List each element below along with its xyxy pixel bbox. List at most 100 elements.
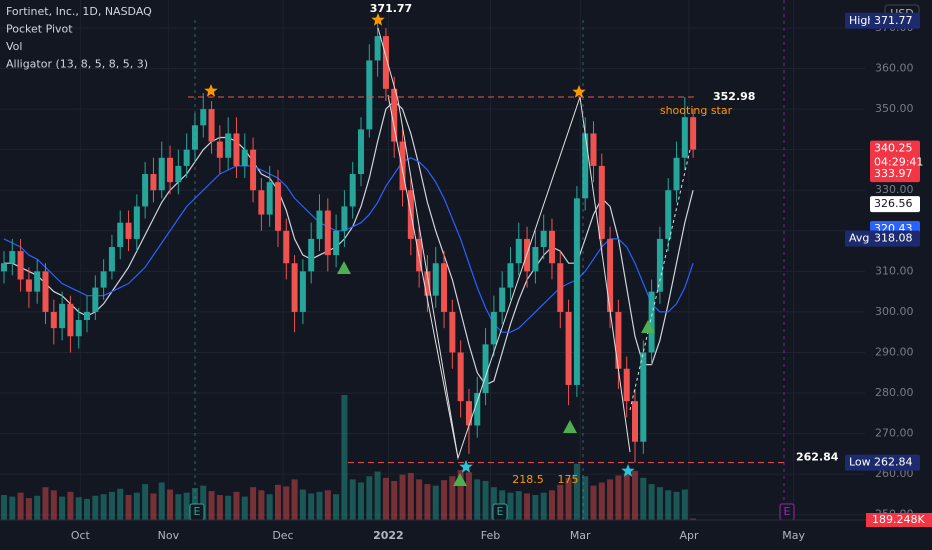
zigzag-pattern — [377, 27, 459, 459]
volume-bar — [341, 395, 348, 520]
volume-bar — [283, 486, 290, 520]
annotation: shooting star — [660, 104, 733, 117]
price-label-box — [870, 454, 920, 471]
volume-bar — [399, 474, 406, 520]
legend-line: Vol — [6, 40, 22, 53]
candles — [0, 20, 697, 463]
candle-body — [540, 230, 547, 248]
candle-body — [623, 368, 630, 402]
volume-bar — [416, 479, 423, 520]
volume-bar — [0, 495, 7, 520]
candle-body — [274, 182, 281, 231]
candle-body — [424, 271, 431, 296]
candle-body — [299, 271, 306, 312]
volume-bar — [656, 487, 663, 520]
volume-bar — [34, 495, 41, 520]
volume-bar — [125, 495, 132, 520]
volume-bar — [241, 496, 248, 520]
y-tick-label: 300.00 — [875, 305, 914, 318]
volume-bar — [532, 495, 539, 520]
candle-body — [432, 263, 439, 296]
volume-bar — [9, 496, 16, 520]
legend: Fortinet, Inc., 1D, NASDAQ Pocket Pivot Vo… — [6, 5, 152, 71]
volume-bar — [349, 479, 356, 520]
volume-bar — [266, 494, 273, 520]
volume-bar — [524, 493, 531, 520]
price-label-box — [870, 140, 920, 171]
volume-bar — [183, 492, 190, 520]
candle-body — [507, 263, 514, 288]
candle-body — [374, 36, 381, 61]
legend-line: Alligator (13, 8, 5, 8, 5, 3) — [6, 58, 148, 71]
annotation: 175 — [558, 473, 579, 486]
candle-body — [607, 238, 614, 312]
candle-body — [266, 182, 273, 215]
candle-body — [167, 157, 174, 183]
candle-body — [9, 251, 16, 264]
candle-body — [17, 251, 24, 280]
volume-bar — [25, 498, 32, 520]
candle-body — [200, 109, 207, 126]
candle-body — [548, 230, 555, 264]
pattern-drawings: 352.98 262.84 371.77 shooting star 218.5 175 E… — [188, 0, 839, 521]
volume-bar — [133, 492, 140, 520]
price-label: 371.77 — [874, 14, 913, 27]
candle-body — [25, 279, 32, 292]
price-label-box — [870, 196, 920, 213]
volume-bar — [673, 491, 680, 520]
candle-body — [108, 247, 115, 272]
volume-bar — [582, 476, 589, 520]
volume-bar — [333, 494, 340, 520]
volume-bar — [607, 479, 614, 520]
candle-body — [142, 174, 149, 207]
volume-label-box — [866, 513, 932, 527]
candle-body — [382, 36, 389, 89]
volume-bar — [75, 497, 82, 520]
candle-body — [84, 311, 91, 321]
volume-bar — [490, 487, 497, 520]
y-tick-label: 290.00 — [875, 345, 914, 358]
candle-body — [499, 287, 506, 312]
triangle-marker — [563, 420, 577, 433]
volume-bar — [84, 498, 91, 520]
x-tick-label: Dec — [272, 529, 293, 542]
candle-body — [681, 117, 688, 158]
y-tick-label: 280.00 — [875, 386, 914, 399]
x-tick-label: Mar — [570, 529, 591, 542]
candle-body — [125, 222, 132, 239]
volume-bar — [324, 490, 331, 520]
candle-body — [59, 303, 66, 329]
price-tag-box — [845, 230, 875, 247]
x-tick-label: Oct — [71, 529, 91, 542]
trend-line — [629, 149, 691, 411]
candle-body — [175, 165, 182, 183]
price-tag: High — [849, 14, 874, 27]
candle-body — [291, 263, 298, 312]
candle-body — [34, 271, 41, 292]
volume-label: 189.248K — [872, 513, 925, 526]
axis-bg — [0, 520, 932, 550]
star-marker — [459, 460, 473, 473]
x-tick-label: Apr — [679, 529, 699, 542]
price-label-box — [870, 166, 920, 183]
candle-body — [208, 109, 215, 142]
y-tick-label: 270.00 — [875, 427, 914, 440]
volume-bar — [250, 487, 257, 520]
y-tick-label: 310.00 — [875, 264, 914, 277]
candle-body — [474, 393, 481, 426]
candle-body — [632, 401, 639, 442]
candle-body — [590, 133, 597, 166]
volume-bar — [142, 484, 149, 520]
volume-bar — [92, 495, 99, 520]
candle-body — [225, 133, 232, 158]
volume-bar — [108, 491, 115, 520]
candle-body — [690, 117, 697, 150]
volume-bar — [42, 487, 49, 520]
volume-bar — [167, 489, 174, 520]
volume-bar — [615, 475, 622, 520]
volume-bar — [67, 491, 74, 520]
candle-body — [573, 198, 580, 385]
candle-body — [158, 157, 165, 191]
candle-body — [648, 291, 655, 353]
